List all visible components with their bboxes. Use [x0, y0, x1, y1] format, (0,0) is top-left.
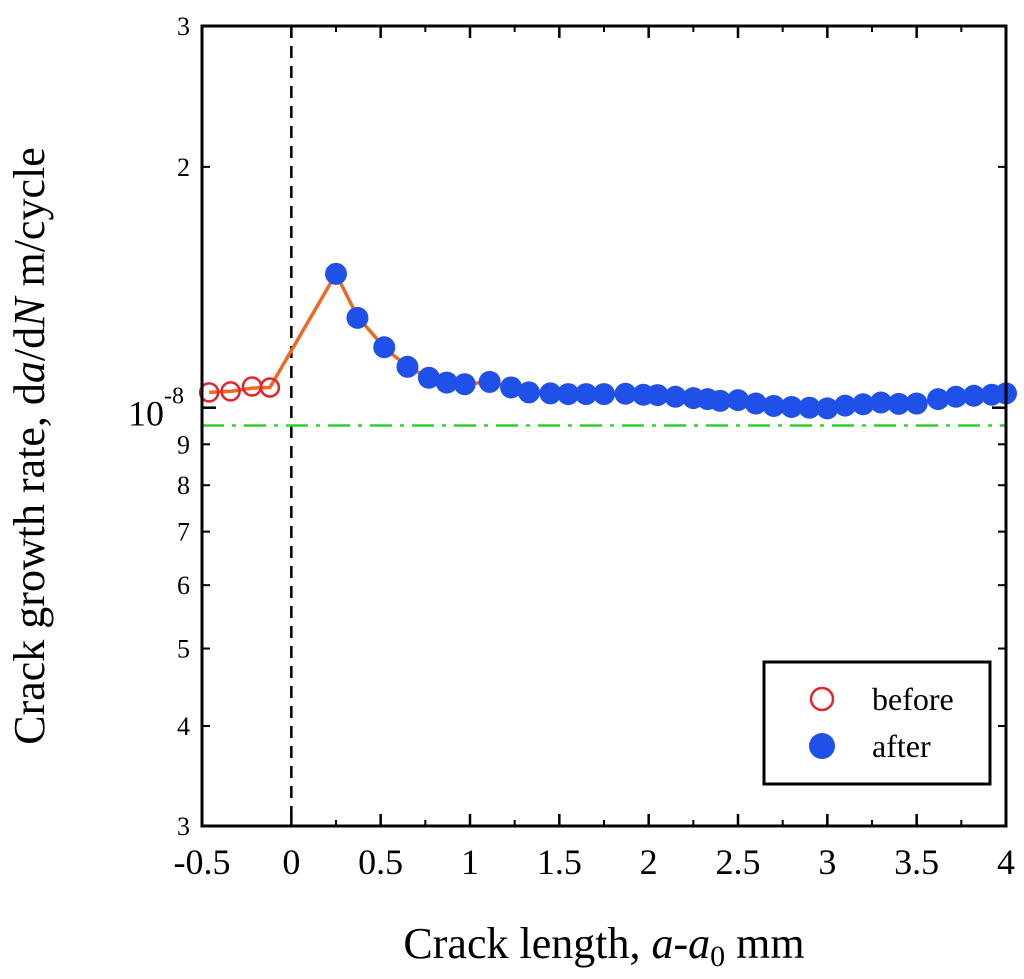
x-axis-label: Crack length, a-a0 mm	[403, 919, 804, 973]
data-point-after	[478, 370, 501, 393]
tick-label-layer: -0.5 0 0.5 1 1.5 2 2.5 3 3.5 4 3 4 5 6 7 8 9 2 3 10-8	[128, 12, 1015, 882]
x-axis-label-prefix: Crack length,	[403, 919, 651, 968]
data-point-after	[744, 392, 767, 415]
data-point-after	[417, 366, 440, 389]
data-point-after	[709, 389, 732, 412]
data-point-after	[557, 383, 580, 406]
data-point-after	[453, 373, 476, 396]
data-point-before	[259, 377, 281, 398]
data-point-after	[780, 396, 803, 419]
legend-label-before: before	[872, 681, 954, 717]
x-tick-label: 4	[997, 842, 1015, 882]
y-tick-label: 8	[177, 471, 190, 500]
data-point-after	[798, 396, 821, 419]
y-major-tick-exponent: -8	[164, 384, 184, 410]
legend-label-after: after	[872, 728, 931, 764]
data-point-after	[962, 384, 985, 407]
legend-box	[762, 660, 992, 786]
y-tick-label: 5	[177, 635, 190, 664]
data-point-after	[816, 397, 839, 420]
data-point-before	[220, 381, 241, 402]
legend: before after	[762, 660, 992, 786]
data-point-after	[664, 385, 687, 408]
y-tick-label: 6	[177, 571, 190, 600]
data-point-after	[396, 355, 419, 378]
y-axis-label-part2: /d	[5, 327, 54, 361]
data-point-after	[575, 383, 598, 406]
y-major-tick-base: 10	[128, 394, 164, 434]
data-point-after	[834, 394, 857, 417]
data-point-after	[727, 389, 749, 412]
data-point-after	[593, 383, 615, 406]
marker-layer	[198, 262, 1017, 420]
x-tick-label: 0.5	[358, 842, 403, 882]
y-axis-label-var2: N	[5, 295, 54, 328]
y-axis-label-var1: a	[5, 361, 54, 383]
data-point-after	[852, 393, 875, 416]
x-axis-label-var1: a	[651, 919, 673, 968]
legend-marker-before	[809, 686, 835, 712]
reference-lines	[202, 26, 1006, 826]
x-tick-label: -0.5	[174, 842, 231, 882]
y-tick-label: 9	[177, 430, 190, 459]
data-point-after	[646, 384, 669, 407]
data-point-after	[325, 262, 347, 285]
y-axis-label-part1: Crack growth rate, d	[5, 383, 54, 745]
x-tick-label: 3.5	[894, 842, 939, 882]
y-axis-label-part3: m/cycle	[5, 147, 54, 297]
y-tick-label: 7	[177, 518, 190, 547]
tick-layer	[200, 25, 1008, 827]
x-tick-label: 2	[640, 842, 658, 882]
x-axis-label-subscript: 0	[710, 940, 725, 973]
data-point-after	[762, 394, 785, 417]
y-tick-label: 4	[177, 712, 190, 741]
y-major-tick-label: 10-8	[128, 384, 184, 434]
data-point-after	[944, 385, 967, 408]
data-point-after	[346, 306, 369, 329]
data-point-after	[869, 391, 892, 414]
x-tick-label: 1.5	[537, 842, 582, 882]
x-tick-label: 3	[818, 842, 836, 882]
y-tick-label: 3	[177, 12, 190, 41]
x-axis-label-suffix: mm	[725, 919, 804, 968]
data-point-after	[614, 382, 637, 405]
x-tick-label: 0	[282, 842, 300, 882]
y-axis-label: Crack growth rate, da/dN m/cycle	[5, 147, 54, 745]
data-point-after	[435, 371, 458, 394]
y-tick-label: 3	[177, 812, 190, 841]
data-point-before	[198, 382, 220, 403]
x-axis-label-var2: a	[688, 919, 710, 968]
y-tick-label: 2	[177, 153, 190, 182]
legend-marker-after	[809, 733, 835, 759]
data-point-after	[500, 376, 523, 399]
x-tick-label: 1	[461, 842, 479, 882]
x-axis-label-dash: -	[673, 919, 688, 968]
data-point-after	[905, 392, 928, 415]
data-point-after	[539, 382, 562, 405]
x-tick-label: 2.5	[716, 842, 761, 882]
data-point-after	[927, 388, 950, 411]
data-point-after	[517, 381, 540, 404]
data-point-after	[373, 336, 396, 359]
data-point-after	[887, 392, 910, 415]
